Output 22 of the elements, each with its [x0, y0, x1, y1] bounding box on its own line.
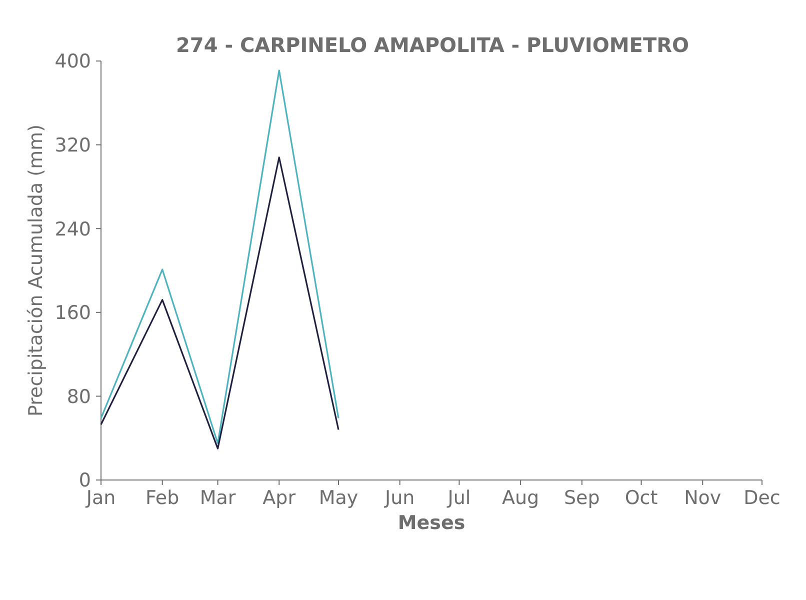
- x-axis-title: Meses: [398, 512, 466, 534]
- x-tick-label: Apr: [262, 487, 296, 509]
- x-tick-label: Feb: [146, 487, 180, 509]
- x-tick-label: Aug: [502, 487, 540, 509]
- y-tick-label: 160: [54, 302, 91, 324]
- x-tick-label: Mar: [200, 487, 236, 509]
- x-tick-label: May: [318, 487, 358, 509]
- line-series: [100, 70, 340, 444]
- line-series: [100, 156, 340, 450]
- y-tick-label: 240: [54, 218, 91, 240]
- x-tick-label: Jan: [85, 487, 116, 509]
- y-tick-label: 320: [54, 134, 91, 156]
- x-tick-label: Jun: [384, 487, 415, 509]
- x-tick-label: Sep: [564, 487, 600, 509]
- x-tick-label: Nov: [684, 487, 722, 509]
- y-tick-label: 400: [54, 50, 91, 73]
- x-tick-label: Jul: [446, 487, 471, 509]
- x-tick-label: Dec: [744, 487, 780, 509]
- y-axis-title: Precipitación Acumulada (mm): [25, 124, 47, 417]
- y-tick-label: 80: [66, 386, 91, 408]
- chart-title: 274 - CARPINELO AMAPOLITA - PLUVIOMETRO: [176, 33, 689, 57]
- x-tick-label: Oct: [624, 487, 658, 509]
